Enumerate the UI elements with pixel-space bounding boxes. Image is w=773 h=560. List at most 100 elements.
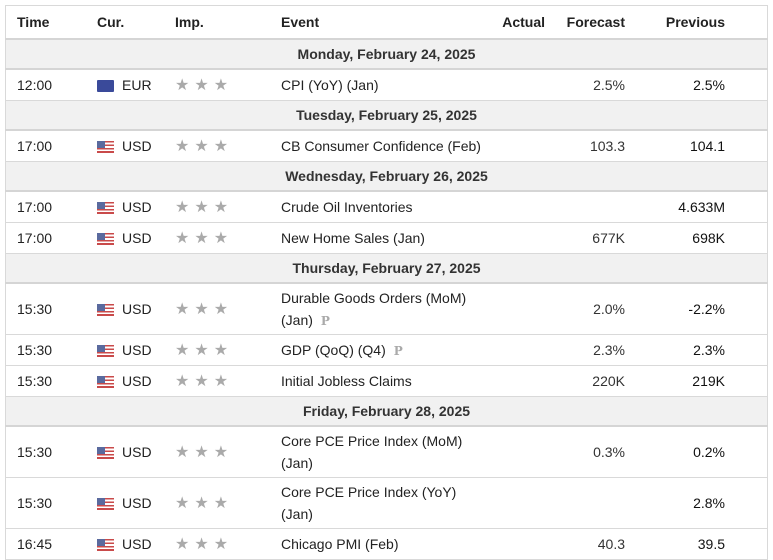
day-label: Thursday, February 27, 2025: [5, 253, 768, 284]
forecast-value: 2.5%: [546, 69, 626, 101]
importance-stars-icon: ★★★: [175, 229, 234, 247]
event-name[interactable]: Core PCE Price Index (YoY) (Jan): [281, 484, 457, 522]
event-name[interactable]: CB Consumer Confidence (Feb): [281, 138, 481, 154]
header-currency[interactable]: Cur.: [96, 5, 174, 40]
day-label: Tuesday, February 25, 2025: [5, 100, 768, 131]
us-flag-icon: [97, 345, 114, 358]
currency: EUR: [122, 77, 152, 93]
event-row[interactable]: 15:30 USD ★★★ Initial Jobless Claims 220…: [5, 365, 768, 397]
currency: USD: [122, 536, 152, 552]
eu-flag-icon: [97, 80, 114, 93]
day-label: Wednesday, February 26, 2025: [5, 161, 768, 192]
currency: USD: [122, 301, 152, 317]
previous-value: 698K: [626, 222, 726, 254]
importance-stars-icon: ★★★: [175, 372, 234, 390]
previous-value: 0.2%: [626, 426, 726, 478]
forecast-value: 0.3%: [546, 426, 626, 478]
actual-value: [482, 477, 546, 529]
header-previous[interactable]: Previous: [626, 5, 726, 40]
header-forecast[interactable]: Forecast: [546, 5, 626, 40]
importance-stars-icon: ★★★: [175, 443, 234, 461]
importance-stars-icon: ★★★: [175, 137, 234, 155]
forecast-value: [546, 191, 626, 223]
importance-stars-icon: ★★★: [175, 341, 234, 359]
day-header-row: Wednesday, February 26, 2025: [5, 161, 768, 192]
actual-value: [482, 130, 546, 162]
us-flag-icon: [97, 539, 114, 552]
us-flag-icon: [97, 233, 114, 246]
header-event[interactable]: Event: [280, 5, 482, 40]
preliminary-badge: P: [320, 313, 330, 328]
event-time: 15:30: [5, 283, 96, 335]
event-name[interactable]: Initial Jobless Claims: [281, 373, 412, 389]
event-name[interactable]: Chicago PMI (Feb): [281, 536, 399, 552]
header-row: Time Cur. Imp. Event Actual Forecast Pre…: [5, 5, 768, 40]
header-time[interactable]: Time: [5, 5, 96, 40]
event-name[interactable]: GDP (QoQ) (Q4): [281, 341, 386, 358]
us-flag-icon: [97, 376, 114, 389]
importance-stars-icon: ★★★: [175, 76, 234, 94]
actual-value: [482, 69, 546, 101]
previous-value: -2.2%: [626, 283, 726, 335]
actual-value: [482, 222, 546, 254]
event-time: 17:00: [5, 130, 96, 162]
event-time: 15:30: [5, 365, 96, 397]
previous-value: 219K: [626, 365, 726, 397]
day-label: Friday, February 28, 2025: [5, 396, 768, 427]
preliminary-badge: P: [393, 343, 403, 358]
event-time: 17:00: [5, 191, 96, 223]
economic-calendar-table: Time Cur. Imp. Event Actual Forecast Pre…: [5, 5, 768, 560]
importance-stars-icon: ★★★: [175, 494, 234, 512]
previous-value: 104.1: [626, 130, 726, 162]
us-flag-icon: [97, 304, 114, 317]
event-row[interactable]: 15:30 USD ★★★ Durable Goods Orders (MoM)…: [5, 283, 768, 335]
event-row[interactable]: 15:30 USD ★★★ GDP (QoQ) (Q4) P 2.3% 2.3%: [5, 334, 768, 366]
currency: USD: [122, 230, 152, 246]
forecast-value: 40.3: [546, 528, 626, 560]
currency: USD: [122, 444, 152, 460]
header-actual[interactable]: Actual: [482, 5, 546, 40]
event-name[interactable]: Crude Oil Inventories: [281, 199, 413, 215]
currency: USD: [122, 373, 152, 389]
event-row[interactable]: 17:00 USD ★★★ Crude Oil Inventories 4.63…: [5, 191, 768, 223]
previous-value: 2.5%: [626, 69, 726, 101]
currency: USD: [122, 495, 152, 511]
forecast-value: 103.3: [546, 130, 626, 162]
event-time: 15:30: [5, 426, 96, 478]
us-flag-icon: [97, 498, 114, 511]
us-flag-icon: [97, 447, 114, 460]
event-row[interactable]: 17:00 USD ★★★ CB Consumer Confidence (Fe…: [5, 130, 768, 162]
day-header-row: Tuesday, February 25, 2025: [5, 100, 768, 131]
event-row[interactable]: 17:00 USD ★★★ New Home Sales (Jan) 677K …: [5, 222, 768, 254]
day-header-row: Monday, February 24, 2025: [5, 39, 768, 70]
forecast-value: [546, 477, 626, 529]
us-flag-icon: [97, 141, 114, 154]
event-row[interactable]: 16:45 USD ★★★ Chicago PMI (Feb) 40.3 39.…: [5, 528, 768, 560]
event-name[interactable]: Durable Goods Orders (MoM) (Jan): [281, 289, 467, 328]
currency: USD: [122, 342, 152, 358]
previous-value: 4.633M: [626, 191, 726, 223]
forecast-value: 2.0%: [546, 283, 626, 335]
importance-stars-icon: ★★★: [175, 198, 234, 216]
currency: USD: [122, 138, 152, 154]
event-time: 17:00: [5, 222, 96, 254]
actual-value: [482, 334, 546, 366]
event-time: 15:30: [5, 334, 96, 366]
event-row[interactable]: 15:30 USD ★★★ Core PCE Price Index (MoM)…: [5, 426, 768, 478]
event-row[interactable]: 15:30 USD ★★★ Core PCE Price Index (YoY)…: [5, 477, 768, 529]
forecast-value: 220K: [546, 365, 626, 397]
us-flag-icon: [97, 202, 114, 215]
event-time: 16:45: [5, 528, 96, 560]
header-importance[interactable]: Imp.: [174, 5, 280, 40]
event-name[interactable]: New Home Sales (Jan): [281, 230, 425, 246]
event-name[interactable]: CPI (YoY) (Jan): [281, 77, 379, 93]
previous-value: 2.3%: [626, 334, 726, 366]
event-row[interactable]: 12:00 EUR ★★★ CPI (YoY) (Jan) 2.5% 2.5%: [5, 69, 768, 101]
previous-value: 39.5: [626, 528, 726, 560]
actual-value: [482, 191, 546, 223]
actual-value: [482, 426, 546, 478]
event-name[interactable]: Core PCE Price Index (MoM) (Jan): [281, 433, 463, 471]
importance-stars-icon: ★★★: [175, 300, 234, 318]
forecast-value: 2.3%: [546, 334, 626, 366]
importance-stars-icon: ★★★: [175, 535, 234, 553]
